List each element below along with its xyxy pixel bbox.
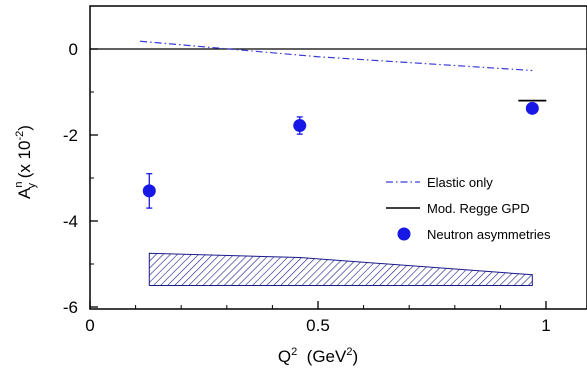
legend-label-elastic-only: Elastic only (427, 175, 493, 190)
y-tick-label: -6 (63, 298, 78, 317)
legend-swatch-neutron-asymmetries (397, 227, 411, 241)
systematic-error-band (148, 252, 533, 286)
neutron-asymmetry-point (525, 101, 539, 115)
legend-label-mod-regge-gpd: Mod. Regge GPD (427, 201, 530, 216)
x-tick-label: 0 (85, 316, 94, 335)
series-elastic-only-line (140, 40, 533, 72)
neutron-asymmetry-point (142, 184, 156, 198)
x-tick-label: 0.5 (306, 316, 330, 335)
y-axis-label: Any (x 10-2) (13, 125, 38, 199)
y-tick-label: 0 (69, 40, 78, 59)
neutron-asymmetry-point (293, 119, 307, 133)
y-tick-label: -2 (63, 126, 78, 145)
x-axis-label: Q2 (GeV2) (278, 346, 358, 366)
plot-frame (89, 5, 587, 310)
x-tick-label: 1 (541, 316, 550, 335)
y-tick-label: -4 (63, 212, 78, 231)
legend: Elastic only Mod. Regge GPD Neutron asym… (386, 175, 551, 242)
legend-label-neutron-asymmetries: Neutron asymmetries (427, 227, 551, 242)
